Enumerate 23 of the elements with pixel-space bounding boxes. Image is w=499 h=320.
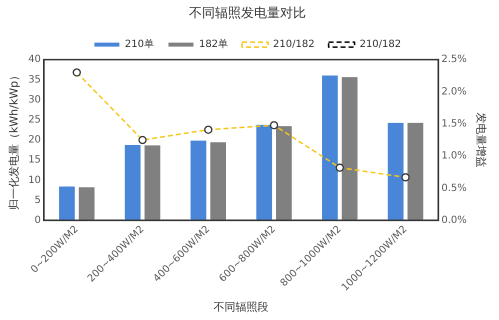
y2-axis-title: 发电量增益 xyxy=(474,112,488,168)
legend-label: 210/182 xyxy=(273,39,315,50)
y-tick-label: 5 xyxy=(34,194,41,206)
y2-tick-label: 1.5% xyxy=(441,118,467,130)
y-tick-label: 15 xyxy=(28,154,41,166)
y2-tick-label: 0.0% xyxy=(441,215,467,226)
y-tick-label: 20 xyxy=(28,134,41,146)
y2-tick-label: 0.5% xyxy=(441,182,467,194)
y-tick-label: 40 xyxy=(28,54,41,66)
y2-tick-label: 2.0% xyxy=(441,86,467,98)
chart-title: 不同辐照发电量对比 xyxy=(189,6,306,22)
legend-label: 210单 xyxy=(124,38,154,50)
y-tick-label: 0 xyxy=(34,215,41,226)
legend-label: 210/182 xyxy=(360,39,402,50)
y2-tick-label: 2.5% xyxy=(441,54,467,66)
y-tick-label: 35 xyxy=(28,74,41,86)
x-axis-title: 不同辐照段 xyxy=(214,300,269,314)
y2-tick-label: 1.0% xyxy=(441,150,467,162)
y-tick-label: 25 xyxy=(28,114,41,126)
y-tick-label: 10 xyxy=(28,174,41,186)
y-tick-label: 30 xyxy=(28,94,41,106)
legend-label: 182单 xyxy=(198,38,228,50)
y-axis-title: 归一化发电量（kWh/kWp） xyxy=(7,70,20,210)
